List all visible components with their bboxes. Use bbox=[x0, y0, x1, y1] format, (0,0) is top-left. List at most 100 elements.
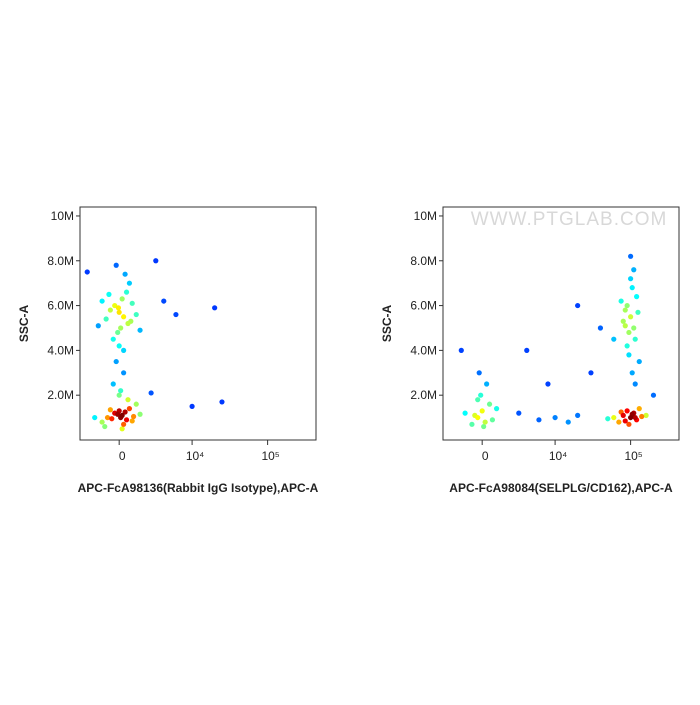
event-dot bbox=[137, 411, 143, 417]
event-dot bbox=[643, 412, 649, 418]
y-tick-label: 10M bbox=[414, 209, 437, 223]
event-dot bbox=[116, 392, 122, 398]
event-dot bbox=[126, 406, 133, 412]
event-dot bbox=[631, 325, 637, 331]
event-dot bbox=[478, 392, 484, 398]
event-dot bbox=[122, 271, 128, 277]
event-dot bbox=[129, 418, 135, 424]
y-tick-label: 6.0M bbox=[410, 299, 437, 313]
event-dot bbox=[119, 412, 125, 418]
event-dot bbox=[119, 296, 125, 302]
event-dot bbox=[110, 336, 116, 342]
event-dot bbox=[116, 343, 122, 349]
event-dot bbox=[611, 336, 617, 342]
event-dot bbox=[632, 336, 638, 342]
event-dot bbox=[620, 318, 626, 324]
event-dot bbox=[123, 289, 130, 295]
event-dot bbox=[118, 325, 124, 331]
event-dot bbox=[628, 414, 634, 421]
event-dot bbox=[102, 423, 108, 430]
event-dot bbox=[115, 329, 121, 336]
event-dot bbox=[84, 269, 90, 275]
y-tick-label: 8.0M bbox=[410, 254, 437, 268]
event-dot bbox=[133, 311, 139, 318]
event-dot bbox=[524, 347, 530, 353]
event-dot bbox=[489, 417, 496, 423]
event-dot bbox=[475, 414, 481, 421]
event-dot bbox=[219, 399, 225, 405]
event-dot bbox=[148, 390, 154, 396]
event-dot bbox=[575, 302, 581, 309]
y-tick-label: 6.0M bbox=[47, 299, 74, 313]
event-dot bbox=[605, 416, 611, 422]
event-dot bbox=[552, 414, 558, 421]
event-dot bbox=[493, 406, 500, 412]
event-dot bbox=[636, 358, 642, 365]
event-dot bbox=[626, 421, 632, 427]
event-dot bbox=[99, 419, 105, 425]
event-dot bbox=[620, 412, 626, 418]
y-tick-label: 2.0M bbox=[410, 388, 437, 402]
event-dot bbox=[624, 408, 630, 414]
y-tick-label: 10M bbox=[51, 209, 74, 223]
x-axis-title: APC-FcA98136(Rabbit IgG Isotype),APC-A bbox=[78, 481, 319, 495]
event-dot bbox=[122, 409, 128, 415]
event-dot bbox=[189, 403, 195, 409]
event-dot bbox=[115, 305, 122, 311]
event-dot bbox=[484, 381, 490, 387]
event-dot bbox=[626, 352, 632, 358]
plot-frame bbox=[442, 206, 680, 441]
event-dot bbox=[629, 285, 635, 291]
event-dot bbox=[116, 309, 122, 315]
event-dot bbox=[173, 311, 179, 318]
event-dot bbox=[121, 314, 127, 320]
event-dot bbox=[212, 305, 218, 311]
event-dot bbox=[624, 302, 630, 309]
event-dot bbox=[161, 298, 167, 304]
y-axis-title: SSC-A bbox=[380, 305, 394, 343]
event-dot bbox=[628, 276, 634, 282]
event-dot bbox=[486, 401, 493, 407]
y-tick-label: 8.0M bbox=[47, 254, 74, 268]
y-tick-label: 2.0M bbox=[47, 388, 74, 402]
event-dot bbox=[110, 381, 116, 387]
event-dot bbox=[635, 309, 641, 315]
x-axis-title: APC-FcA98084(SELPLG/CD162),APC-A bbox=[449, 481, 673, 495]
event-dot bbox=[624, 343, 630, 349]
event-dot bbox=[650, 392, 657, 398]
event-dot bbox=[636, 406, 642, 412]
event-dot bbox=[611, 414, 617, 421]
event-dot bbox=[121, 421, 127, 427]
event-dot bbox=[629, 370, 635, 376]
event-dot bbox=[125, 320, 131, 327]
event-dot bbox=[118, 388, 124, 394]
x-tick-label: 10⁵ bbox=[624, 449, 642, 463]
plot: WWW.PTGLAB.COM 2.0M 4.0M 6.0M 8.0M 10M 0 10⁴ 10⁵… bbox=[380, 206, 680, 495]
event-dot bbox=[575, 412, 581, 418]
event-dot bbox=[622, 307, 628, 313]
event-dot bbox=[588, 370, 594, 376]
event-dot bbox=[639, 413, 645, 420]
event-dot bbox=[129, 300, 135, 306]
event-dot bbox=[475, 397, 481, 403]
event-dot bbox=[99, 298, 105, 304]
event-dot bbox=[618, 298, 624, 304]
event-dot bbox=[107, 307, 113, 313]
event-dot bbox=[125, 397, 131, 403]
event-dot bbox=[628, 314, 634, 320]
event-dot bbox=[476, 370, 482, 376]
event-dot bbox=[92, 414, 98, 421]
event-dot bbox=[153, 258, 159, 264]
event-dot bbox=[133, 401, 139, 407]
event-dot bbox=[632, 381, 638, 387]
x-tick-label: 10⁴ bbox=[186, 449, 205, 463]
event-dot bbox=[115, 411, 121, 417]
watermark: WWW.PTGLAB.COM bbox=[471, 209, 668, 230]
x-tick-label: 0 bbox=[119, 449, 126, 463]
event-dot bbox=[458, 347, 464, 353]
event-dot bbox=[107, 407, 113, 413]
event-dot bbox=[536, 417, 542, 423]
event-dot bbox=[104, 414, 111, 421]
